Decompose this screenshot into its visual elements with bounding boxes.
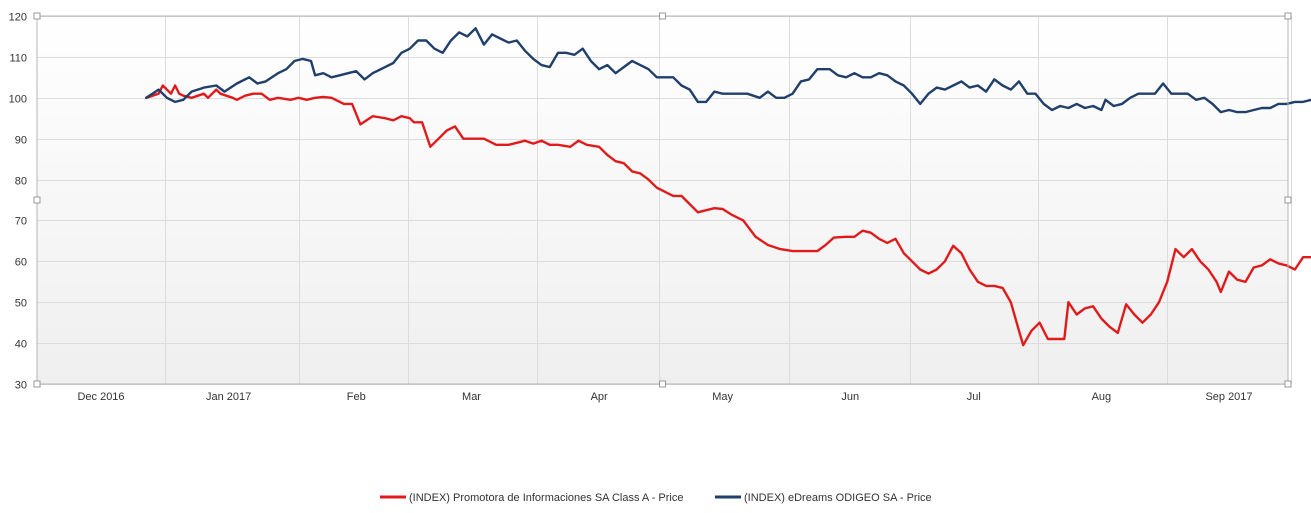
y-tick-label: 110	[9, 53, 27, 65]
resize-handle[interactable]	[1284, 196, 1292, 204]
legend-label: (INDEX) Promotora de Informaciones SA Cl…	[409, 492, 684, 504]
selection-handles[interactable]	[33, 12, 1292, 388]
y-tick-label: 90	[15, 135, 27, 147]
x-tick-label: Feb	[347, 391, 366, 403]
y-tick-label: 120	[9, 12, 27, 24]
series-line-edreams	[145, 27, 1311, 114]
legend-label: (INDEX) eDreams ODIGEO SA - Price	[744, 492, 932, 504]
x-tick-label: Jan 2017	[206, 391, 251, 403]
x-tick-label: Jul	[967, 391, 981, 403]
y-tick-label: 70	[15, 216, 27, 228]
resize-handle[interactable]	[659, 380, 666, 388]
plot-background	[37, 16, 1288, 384]
x-tick-label: Aug	[1092, 391, 1112, 403]
y-tick-label: 100	[9, 94, 27, 106]
resize-handle[interactable]	[1284, 380, 1292, 388]
x-tick-label: Sep 2017	[1205, 391, 1252, 403]
resize-handle[interactable]	[659, 12, 666, 20]
series-layer	[145, 27, 1311, 347]
resize-handle[interactable]	[1284, 12, 1292, 20]
resize-handle[interactable]	[33, 196, 41, 204]
legend: (INDEX) Promotora de Informaciones SA Cl…	[380, 492, 932, 504]
y-tick-label: 60	[15, 257, 27, 269]
resize-handle[interactable]	[33, 12, 41, 20]
grid-lines	[37, 16, 1292, 385]
x-axis: Dec 2016 Jan 2017 Feb Mar Apr May Jun Jul Aug Sep…	[77, 391, 1252, 403]
x-tick-label: Apr	[591, 391, 608, 403]
y-tick-label: 40	[15, 339, 27, 351]
x-tick-label: Jun	[841, 391, 859, 403]
series-line-promotora	[145, 84, 1311, 347]
resize-handle[interactable]	[33, 380, 41, 388]
x-tick-label: Dec 2016	[77, 391, 124, 403]
y-tick-label: 30	[15, 380, 27, 392]
y-tick-label: 50	[15, 298, 27, 310]
y-axis: 30 40 50 60 70 80 90 100 110 120	[9, 12, 27, 392]
y-tick-label: 80	[15, 176, 27, 188]
x-tick-label: May	[712, 391, 733, 403]
x-tick-label: Mar	[462, 391, 481, 403]
